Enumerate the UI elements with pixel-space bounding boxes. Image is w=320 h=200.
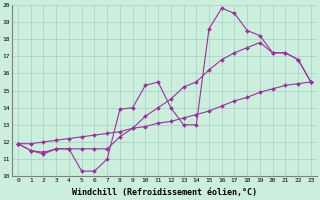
X-axis label: Windchill (Refroidissement éolien,°C): Windchill (Refroidissement éolien,°C) (72, 188, 257, 197)
